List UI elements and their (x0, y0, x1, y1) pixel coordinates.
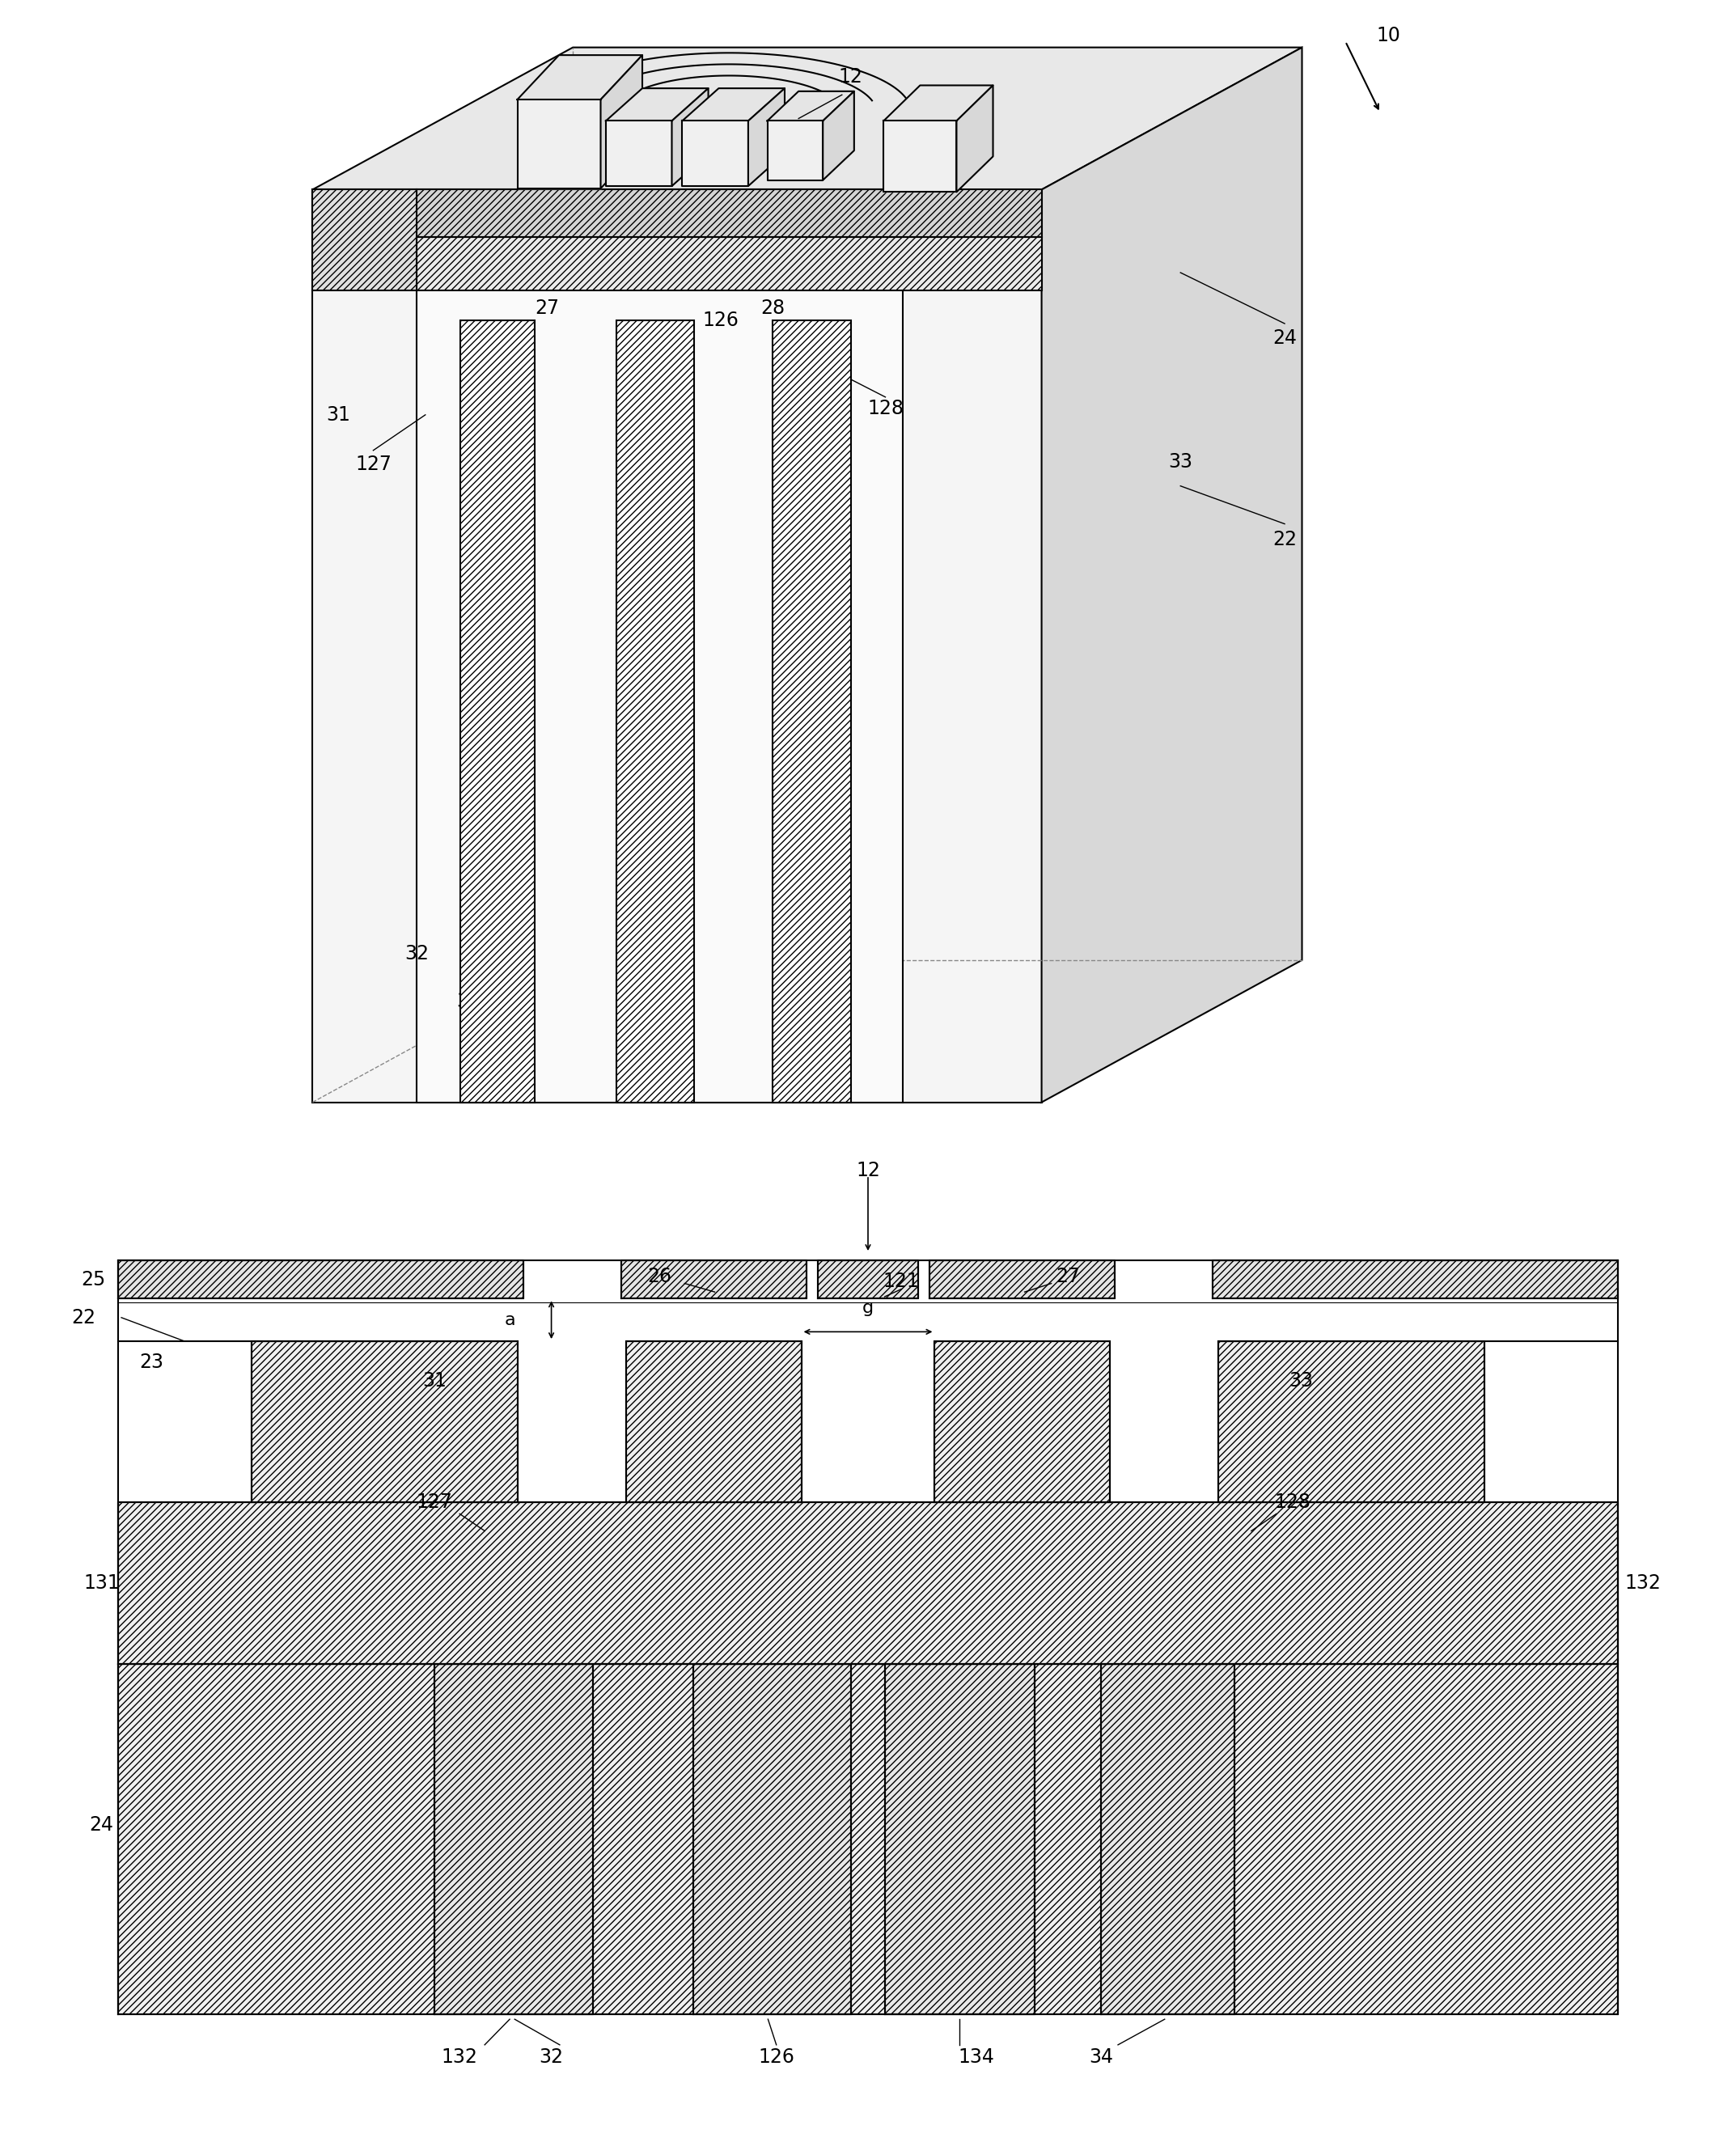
Polygon shape (767, 91, 854, 121)
Polygon shape (672, 88, 708, 185)
Polygon shape (118, 1261, 523, 1299)
Text: 22: 22 (1272, 530, 1297, 550)
Text: h: h (958, 1493, 970, 1511)
Text: 12: 12 (838, 67, 863, 86)
Polygon shape (682, 121, 748, 185)
Polygon shape (312, 47, 1302, 190)
Polygon shape (517, 99, 601, 187)
Polygon shape (417, 190, 903, 1103)
Text: 33: 33 (1168, 453, 1193, 472)
Polygon shape (606, 88, 708, 121)
Text: a: a (503, 1312, 516, 1327)
Text: 132: 132 (441, 2047, 477, 2067)
Text: 26: 26 (578, 256, 602, 276)
Text: 23: 23 (139, 1353, 163, 1373)
Polygon shape (460, 321, 535, 1103)
Polygon shape (823, 91, 854, 181)
Polygon shape (773, 321, 851, 1103)
Polygon shape (601, 56, 642, 187)
Polygon shape (434, 1664, 594, 2015)
Polygon shape (1219, 1340, 1484, 1502)
Polygon shape (884, 121, 957, 192)
Polygon shape (252, 1340, 517, 1502)
Polygon shape (118, 1502, 1618, 1664)
Polygon shape (312, 190, 417, 291)
Text: 33: 33 (1290, 1371, 1314, 1390)
Text: 31: 31 (422, 1371, 446, 1390)
Polygon shape (616, 321, 694, 1103)
Polygon shape (885, 1664, 1035, 2015)
Text: 28: 28 (760, 297, 785, 319)
Text: 134: 134 (958, 2047, 995, 2067)
Polygon shape (312, 190, 1042, 237)
Polygon shape (1213, 1261, 1618, 1299)
Text: 34: 34 (1088, 2047, 1113, 2067)
Text: 27: 27 (1055, 1267, 1080, 1287)
Text: 24: 24 (89, 1815, 113, 1834)
Text: 127: 127 (417, 1493, 453, 1513)
Text: 25: 25 (82, 1269, 106, 1289)
Text: 32: 32 (540, 2047, 564, 2067)
Polygon shape (934, 1340, 1109, 1502)
Text: 32: 32 (404, 944, 429, 963)
Polygon shape (417, 237, 1042, 291)
Polygon shape (118, 1664, 1618, 2015)
Polygon shape (693, 1664, 851, 2015)
Text: 22: 22 (71, 1308, 95, 1327)
Text: 12: 12 (856, 1162, 880, 1181)
Text: 132: 132 (1625, 1573, 1661, 1593)
Polygon shape (627, 1340, 802, 1502)
Text: 127: 127 (356, 455, 391, 474)
Polygon shape (517, 56, 642, 99)
Text: 31: 31 (326, 405, 351, 425)
Text: g: g (863, 1299, 873, 1317)
Polygon shape (884, 86, 993, 121)
Polygon shape (621, 1261, 806, 1299)
Polygon shape (767, 121, 823, 181)
Polygon shape (957, 86, 993, 192)
Text: 27: 27 (535, 297, 559, 319)
Polygon shape (1042, 47, 1302, 1103)
Polygon shape (606, 121, 672, 185)
Text: 126: 126 (759, 2047, 795, 2067)
Text: 29: 29 (630, 345, 654, 366)
Text: 34: 34 (457, 991, 481, 1011)
Polygon shape (682, 88, 785, 121)
Polygon shape (1101, 1664, 1234, 2015)
Polygon shape (312, 190, 1042, 1103)
Text: 10: 10 (1377, 26, 1401, 45)
Text: 131: 131 (83, 1573, 120, 1593)
Text: 121: 121 (884, 1271, 920, 1291)
Polygon shape (818, 1261, 918, 1299)
Text: 128: 128 (868, 399, 903, 418)
Text: 26: 26 (648, 1267, 672, 1287)
Polygon shape (930, 1261, 1115, 1299)
Text: 24: 24 (1272, 328, 1297, 347)
Text: 128: 128 (1274, 1493, 1311, 1513)
Text: 126: 126 (703, 310, 738, 330)
Polygon shape (748, 88, 785, 185)
